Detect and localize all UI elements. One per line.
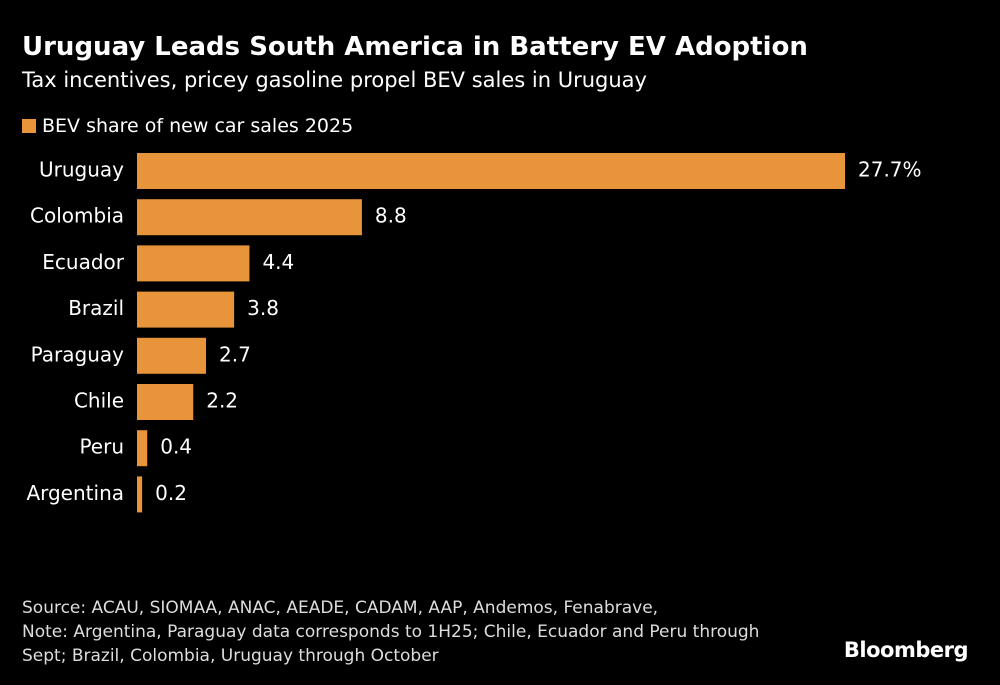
bar [137,245,250,282]
value-label: 2.7 [219,342,251,366]
chart-subtitle: Tax incentives, pricey gasoline propel B… [22,68,647,92]
bar [137,199,362,236]
y-tick-label: Peru [79,435,124,459]
y-tick-label: Paraguay [31,342,125,366]
y-tick-label: Colombia [30,204,124,228]
bar [137,337,207,374]
chart-title: Uruguay Leads South America in Battery E… [22,32,808,62]
y-tick-label: Ecuador [42,250,124,274]
value-label: 4.4 [262,250,294,274]
bar [137,384,194,420]
note: Note: Argentina, Paraguay data correspon… [22,622,760,666]
source: Source: ACAU, SIOMAA, ANAC, AEADE, CADAM… [22,598,659,618]
value-label: 27.7% [858,158,922,182]
legend-label: BEV share of new car sales 2025 [42,115,354,137]
legend: BEV share of new car sales 2025 [22,115,353,137]
bar [137,291,235,328]
y-tick-label: Argentina [26,481,124,505]
y-tick-label: Brazil [68,296,124,320]
brand: Bloomberg [843,638,969,662]
chart: Uruguay 27.7% Colombia 8.8 Ecuador 4.4 Brazil 3… [26,153,922,513]
bar [137,430,148,467]
bar [137,476,143,513]
value-label: 0.4 [160,435,192,459]
value-label: 3.8 [247,296,279,320]
y-tick-label: Uruguay [39,158,124,182]
value-label: 0.2 [155,481,187,505]
value-label: 8.8 [375,204,407,228]
footer: Source: ACAU, SIOMAA, ANAC, AEADE, CADAM… [22,596,782,668]
value-label: 2.2 [206,389,238,413]
y-tick-label: Chile [74,389,124,413]
bar [137,153,845,189]
legend-swatch [22,119,36,133]
